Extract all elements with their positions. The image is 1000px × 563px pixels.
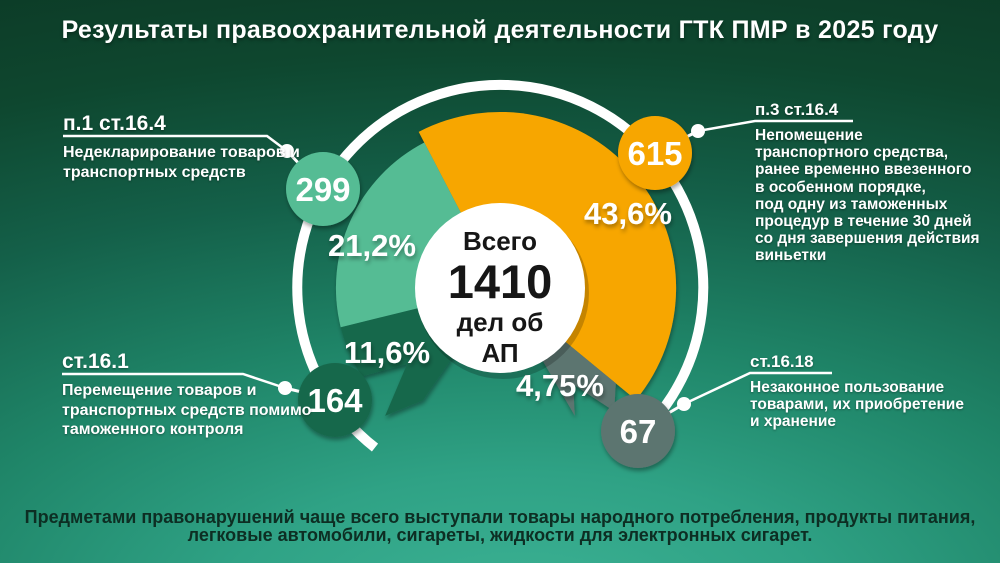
callout-description-67: Незаконное пользование товарами, их прио… xyxy=(750,379,964,431)
badge-615 xyxy=(618,116,692,190)
dot-67 xyxy=(677,397,691,411)
callout-article-164: ст.16.1 xyxy=(62,350,129,373)
callout-bottom-left: ст.16.1 Перемещение товаров и транспортн… xyxy=(62,350,311,440)
percent-label-67: 4,75% xyxy=(516,368,604,403)
badge-299 xyxy=(286,152,360,226)
footer-line-1: Предметами правонарушений чаще всего выс… xyxy=(24,507,976,527)
center-total-value: 1410 xyxy=(448,255,553,308)
badge-67 xyxy=(601,394,675,468)
percent-label-615: 43,6% xyxy=(584,196,672,231)
center-unit-line2: АП xyxy=(481,338,518,368)
callout-top-right: п.3 ст.16.4 Непомещение транспортного ср… xyxy=(755,100,980,265)
callout-article-615: п.3 ст.16.4 xyxy=(755,100,839,119)
callout-top-left: п.1 ст.16.4 Недекларирование товаров и т… xyxy=(63,112,300,182)
page-title: Результаты правоохранительной деятельнос… xyxy=(61,16,939,44)
badge-164 xyxy=(298,363,372,437)
center-text: Всего 1410 дел об АП xyxy=(448,226,553,368)
callout-description-164: Перемещение товаров и транспортных средс… xyxy=(62,382,312,438)
footer-line-2: легковые автомобили, сигареты, жидкости … xyxy=(187,524,813,545)
count-badges xyxy=(286,116,692,468)
badge-number-615: 615 xyxy=(627,135,682,172)
center-unit-line1: дел об xyxy=(457,307,544,337)
footer-note: Предметами правонарушений чаще всего выс… xyxy=(0,507,1000,545)
connector-line-164 xyxy=(62,372,286,390)
connector-line-299 xyxy=(63,134,288,152)
dot-299 xyxy=(280,144,294,158)
connector-line-615 xyxy=(697,119,853,133)
dot-164 xyxy=(278,381,292,395)
badge-numbers: 615 299 164 67 xyxy=(295,135,682,450)
dot-615 xyxy=(691,124,705,138)
percent-labels: 43,6% 21,2% 11,6% 4,75% xyxy=(328,196,672,403)
callout-description-615: Непомещение транспортного средства, ране… xyxy=(755,127,980,265)
callout-description-299: Недекларирование товаров и транспортных … xyxy=(63,144,300,181)
percent-label-299: 21,2% xyxy=(328,228,416,263)
callout-article-67: ст.16.18 xyxy=(750,352,814,371)
badge-number-164: 164 xyxy=(307,382,363,419)
center-circle xyxy=(415,203,585,373)
badge-number-67: 67 xyxy=(620,413,657,450)
connector-dots xyxy=(278,124,705,411)
connector-line-67 xyxy=(683,371,832,406)
callout-bottom-right: ст.16.18 Незаконное пользование товарами… xyxy=(750,352,964,431)
callout-article-299: п.1 ст.16.4 xyxy=(63,112,166,135)
percent-label-164: 11,6% xyxy=(344,335,430,370)
center-word-total: Всего xyxy=(463,226,537,256)
gauge-ring xyxy=(292,79,709,459)
badge-number-299: 299 xyxy=(295,171,350,208)
